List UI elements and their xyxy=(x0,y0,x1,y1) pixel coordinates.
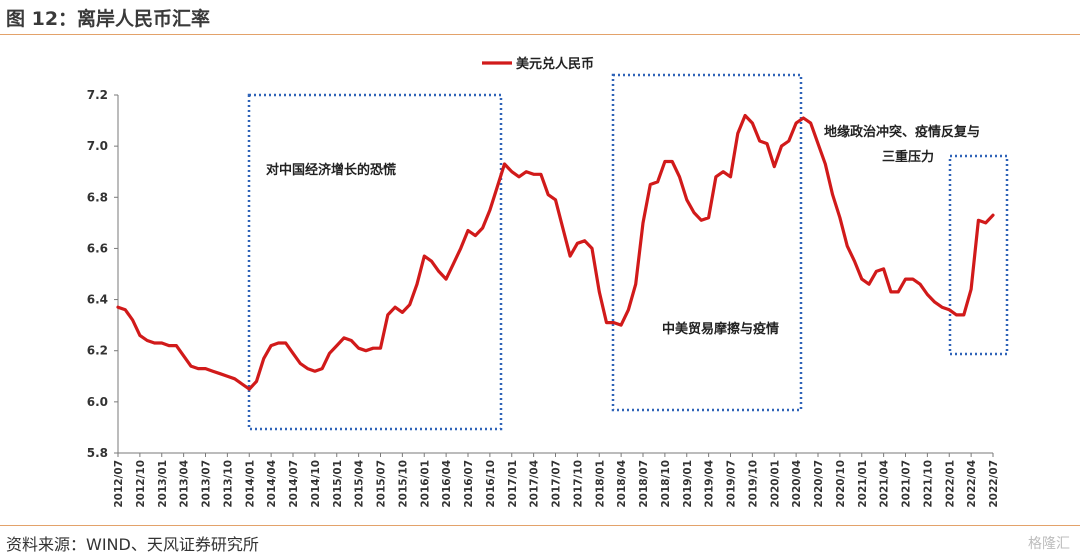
x-tick-label: 2017/01 xyxy=(507,460,519,508)
x-tick-label: 2015/04 xyxy=(354,460,366,508)
x-tick-label: 2013/10 xyxy=(222,460,234,508)
x-tick-label: 2020/10 xyxy=(835,460,847,508)
x-tick-label: 2014/10 xyxy=(310,460,322,508)
x-tick-label: 2014/07 xyxy=(288,460,300,508)
y-tick-label: 7.2 xyxy=(87,88,108,102)
series-group xyxy=(116,113,995,391)
x-tick-label: 2020/01 xyxy=(769,460,781,508)
highlight-box xyxy=(948,154,1009,356)
x-tick-label: 2018/10 xyxy=(660,460,672,508)
x-tick-label: 2014/01 xyxy=(244,460,256,508)
x-tick-label: 2018/04 xyxy=(616,460,628,508)
y-tick-label: 5.8 xyxy=(87,446,108,460)
x-tick-label: 2012/10 xyxy=(135,460,147,508)
x-tick-label: 2021/07 xyxy=(901,460,913,508)
x-tick-label: 2018/01 xyxy=(594,460,606,508)
x-tick-label: 2016/01 xyxy=(419,460,431,508)
legend-label: 美元兑人民币 xyxy=(516,56,594,72)
x-tick-label: 2015/10 xyxy=(397,460,409,508)
x-tick-label: 2019/01 xyxy=(682,460,694,508)
x-tick-label: 2021/04 xyxy=(879,460,891,508)
x-tick-label: 2021/10 xyxy=(922,460,934,508)
header-rule xyxy=(0,34,1080,35)
y-tick-label: 6.0 xyxy=(87,395,108,409)
x-tick-label: 2013/01 xyxy=(157,460,169,508)
watermark-logo: 格隆汇 xyxy=(1028,536,1070,552)
highlight-box xyxy=(611,73,803,412)
annotation-trade-friction: 中美贸易摩擦与疫情 xyxy=(662,321,779,337)
y-tick-label: 6.4 xyxy=(87,293,108,307)
annotation-growth-panic: 对中国经济增长的恐慌 xyxy=(266,162,396,178)
footer-rule xyxy=(0,525,1080,526)
x-tick-label: 2016/07 xyxy=(463,460,475,508)
x-tick-label: 2015/07 xyxy=(376,460,388,508)
source-note: 资料来源：WIND、天风证券研究所 xyxy=(6,535,259,554)
x-tick-label: 2016/10 xyxy=(485,460,497,508)
x-tick-label: 2020/04 xyxy=(791,460,803,508)
x-tick-label: 2022/04 xyxy=(966,460,978,508)
x-tick-label: 2018/07 xyxy=(638,460,650,508)
y-tick-label: 6.2 xyxy=(87,344,108,358)
annotation-geopolitics-line1: 地缘政治冲突、疫情反复与 xyxy=(824,124,980,140)
x-tick-label: 2013/07 xyxy=(201,460,213,508)
x-tick-label: 2017/07 xyxy=(551,460,563,508)
x-tick-label: 2020/07 xyxy=(813,460,825,508)
annotation-geopolitics-line2: 三重压力 xyxy=(882,149,934,165)
x-tick-label: 2022/07 xyxy=(988,460,1000,508)
x-tick-label: 2019/07 xyxy=(726,460,738,508)
series-line-usdcnh xyxy=(116,113,995,391)
x-tick-label: 2014/04 xyxy=(266,460,278,508)
x-tick-label: 2022/01 xyxy=(944,460,956,508)
x-tick-label: 2017/10 xyxy=(572,460,584,508)
figure-title: 图 12：离岸人民币汇率 xyxy=(6,8,211,30)
y-tick-label: 7.0 xyxy=(87,139,108,153)
x-tick-label: 2016/04 xyxy=(441,460,453,508)
x-tick-label: 2019/10 xyxy=(747,460,759,508)
x-tick-label: 2013/04 xyxy=(179,460,191,508)
y-tick-label: 6.6 xyxy=(87,241,108,255)
y-axis: 7.2 7.0 6.8 6.6 6.4 6.2 6.0 5.8 xyxy=(87,88,119,460)
x-tick-label: 2021/01 xyxy=(857,460,869,508)
x-tick-label: 2017/04 xyxy=(529,460,541,508)
x-tick-label: 2012/07 xyxy=(113,460,125,508)
x-tick-label: 2015/01 xyxy=(332,460,344,508)
x-axis: 2012/07 2012/10 2013/01 2013/04 2013/07 2013/… xyxy=(113,452,1000,508)
x-tick-label: 2019/04 xyxy=(704,460,716,508)
highlight-box xyxy=(247,93,503,431)
highlight-boxes xyxy=(247,73,1009,431)
y-tick-label: 6.8 xyxy=(87,190,108,204)
legend: 美元兑人民币 xyxy=(482,56,594,72)
